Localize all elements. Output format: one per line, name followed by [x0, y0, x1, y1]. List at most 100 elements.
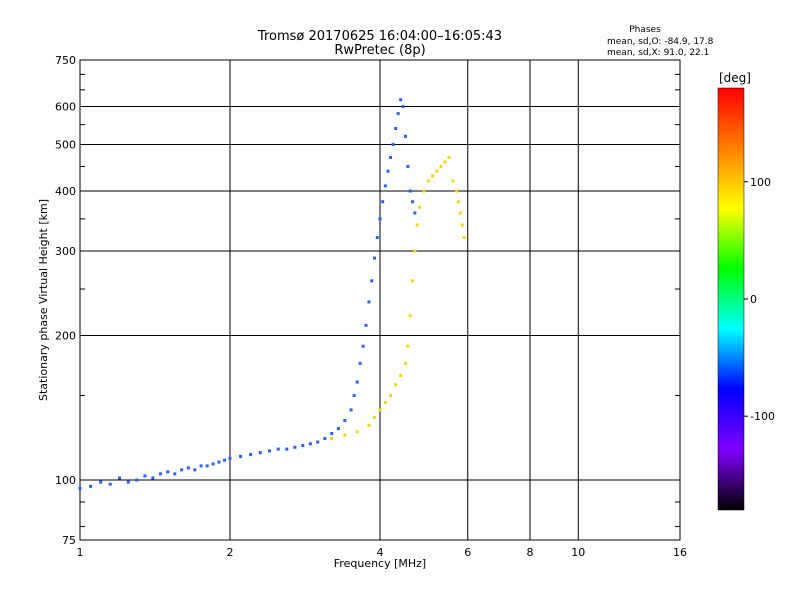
colorbar-label: [deg] [719, 71, 751, 85]
data-point [166, 470, 170, 474]
data-point [435, 169, 439, 173]
tick-layer: 1 2 4 6 8 10 16 75 100 200 300 400 500 600 750 [55, 54, 687, 559]
data-point [396, 112, 400, 116]
data-point [143, 474, 147, 478]
x-tick-label: 16 [673, 546, 687, 559]
data-point [117, 476, 121, 480]
data-point [373, 415, 377, 419]
data-point [383, 401, 387, 405]
y-tick-label: 100 [55, 474, 76, 487]
grid-layer [80, 60, 680, 540]
data-point [408, 189, 412, 193]
data-point [370, 279, 374, 283]
data-point [323, 437, 327, 441]
data-point [285, 447, 289, 451]
data-point [389, 394, 393, 398]
phases-line-o: mean, sd,O: -84.9, 17.8 [607, 37, 714, 47]
data-point [330, 432, 334, 436]
data-point [389, 155, 393, 159]
data-point [301, 444, 305, 448]
data-point [217, 460, 221, 464]
data-point [447, 155, 451, 159]
data-point [193, 468, 197, 472]
data-point [394, 126, 398, 130]
data-point [451, 179, 455, 183]
data-point [408, 314, 412, 318]
data-point [426, 179, 430, 183]
data-point [381, 200, 385, 204]
phases-line-x: mean, sd,X: 91.0, 22.1 [607, 48, 709, 58]
data-point [336, 427, 340, 431]
data-point [403, 361, 407, 365]
data-point [173, 472, 177, 476]
data-point [358, 361, 362, 365]
data-point [308, 442, 312, 446]
data-point [439, 164, 443, 168]
y-tick-label: 600 [55, 101, 76, 114]
data-point [228, 456, 232, 460]
data-point [239, 454, 243, 458]
y-tick-label: 200 [55, 330, 76, 343]
x-tick-label: 2 [227, 546, 234, 559]
data-point [343, 419, 347, 423]
data-point [89, 484, 93, 488]
phases-heading: Phases [629, 25, 661, 35]
data-point [394, 383, 398, 387]
data-point [462, 236, 466, 240]
data-point [403, 134, 407, 138]
data-point [276, 447, 280, 451]
data-point [411, 200, 415, 204]
data-point [343, 433, 347, 437]
y-tick-label: 75 [62, 534, 76, 547]
data-point [205, 464, 209, 468]
data-point [186, 466, 190, 470]
data-point [151, 476, 155, 480]
data-point [361, 344, 365, 348]
data-point [391, 143, 395, 147]
data-point [355, 380, 359, 384]
data-point [399, 374, 403, 378]
data-point [401, 105, 405, 109]
data-point [406, 344, 410, 348]
data-point [199, 464, 203, 468]
x-axis-label: Frequency [MHz] [334, 557, 426, 570]
data-point [355, 430, 359, 434]
x-tick-label: 4 [377, 546, 384, 559]
data-point [223, 458, 227, 462]
data-point [293, 445, 297, 449]
y-axis-label: Stationary phase Virtual Height [km] [37, 199, 50, 401]
y-tick-label: 750 [55, 54, 76, 67]
data-point [406, 164, 410, 168]
data-point [211, 462, 215, 466]
colorbar-tick-label: 100 [750, 176, 771, 189]
x-tick-label: 1 [77, 546, 84, 559]
data-point [375, 236, 379, 240]
data-point [78, 487, 82, 491]
data-point [330, 437, 334, 441]
data-point [364, 323, 368, 327]
data-point [386, 169, 390, 173]
data-point [431, 174, 435, 178]
data-point [349, 408, 353, 412]
x-tick-label: 6 [464, 546, 471, 559]
data-point [457, 200, 461, 204]
data-point [458, 211, 462, 215]
data-point [443, 160, 447, 164]
data-point [455, 189, 459, 193]
chart-title: Tromsø 20170625 16:04:00–16:05:43 [257, 29, 502, 44]
data-point [158, 472, 162, 476]
data-point [258, 451, 262, 455]
data-point [415, 223, 419, 227]
colorbar-ticks: 100 0 -100 [744, 176, 775, 423]
chart-subtitle: RwPretec (8p) [334, 43, 425, 58]
y-tick-label: 300 [55, 245, 76, 258]
data-point [383, 184, 387, 188]
data-point [367, 423, 371, 427]
data-point [373, 256, 377, 260]
colorbar-tick-label: -100 [750, 410, 775, 423]
data-point [417, 205, 421, 209]
data-point [367, 300, 371, 304]
data-point [267, 449, 271, 453]
data-point [378, 408, 382, 412]
